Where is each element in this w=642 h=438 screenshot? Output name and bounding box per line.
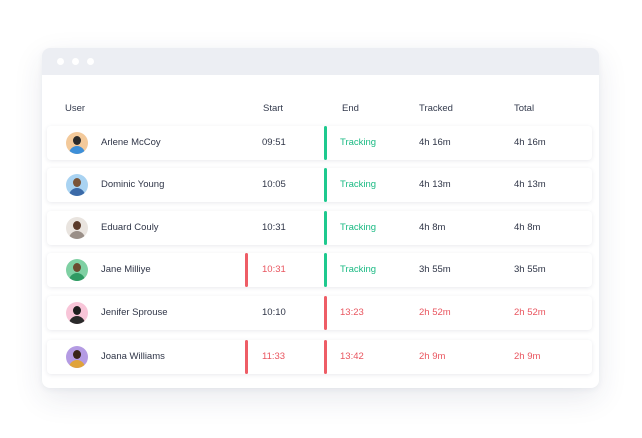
tracked-time: 3h 55m xyxy=(419,264,451,275)
avatar-body xyxy=(69,316,85,324)
tracked-time: 2h 52m xyxy=(419,307,451,318)
total-time: 3h 55m xyxy=(514,264,546,275)
avatar-body xyxy=(69,231,85,239)
user-name: Arlene McCoy xyxy=(101,137,161,148)
user-name: Joana Williams xyxy=(101,351,165,362)
avatar-head xyxy=(73,221,81,230)
avatar-body xyxy=(69,360,85,368)
avatar-body xyxy=(69,146,85,154)
start-time: 09:51 xyxy=(262,137,286,148)
total-time: 2h 52m xyxy=(514,307,546,318)
end-status: 13:23 xyxy=(340,307,364,318)
avatar-head xyxy=(73,178,81,187)
avatar xyxy=(66,259,88,281)
window-titlebar xyxy=(42,48,599,75)
start-time: 10:05 xyxy=(262,179,286,190)
window-dot-icon xyxy=(57,58,64,65)
end-status-indicator xyxy=(324,126,327,160)
avatar xyxy=(66,174,88,196)
avatar xyxy=(66,217,88,239)
table-row[interactable]: Eduard Couly 10:31 Tracking 4h 8m 4h 8m xyxy=(47,211,592,245)
tracked-time: 4h 16m xyxy=(419,137,451,148)
table-row[interactable]: Jane Milliye 10:31 Tracking 3h 55m 3h 55m xyxy=(47,253,592,287)
table-row[interactable]: Dominic Young 10:05 Tracking 4h 13m 4h 13m xyxy=(47,168,592,202)
start-time: 11:33 xyxy=(262,351,286,362)
avatar-head xyxy=(73,306,81,315)
total-time: 4h 13m xyxy=(514,179,546,190)
avatar-body xyxy=(69,273,85,281)
start-time: 10:31 xyxy=(262,264,286,275)
end-status-indicator xyxy=(324,340,327,374)
window-dot-icon xyxy=(72,58,79,65)
tracked-time: 4h 13m xyxy=(419,179,451,190)
column-header-total[interactable]: Total xyxy=(514,103,535,114)
avatar-head xyxy=(73,263,81,272)
user-name: Dominic Young xyxy=(101,179,165,190)
user-name: Eduard Couly xyxy=(101,222,159,233)
end-status: Tracking xyxy=(340,264,377,275)
end-status: 13:42 xyxy=(340,351,364,362)
tracking-window: User Start End Tracked Total Arlene McCo… xyxy=(42,48,599,388)
end-status: Tracking xyxy=(340,137,377,148)
total-time: 4h 8m xyxy=(514,222,541,233)
end-status: Tracking xyxy=(340,179,377,190)
user-name: Jenifer Sprouse xyxy=(101,307,168,318)
end-status-indicator xyxy=(324,168,327,202)
total-time: 2h 9m xyxy=(514,351,541,362)
tracked-time: 2h 9m xyxy=(419,351,446,362)
start-time: 10:10 xyxy=(262,307,286,318)
user-name: Jane Milliye xyxy=(101,264,151,275)
end-status: Tracking xyxy=(340,222,377,233)
end-status-indicator xyxy=(324,253,327,287)
end-status-indicator xyxy=(324,211,327,245)
window-dot-icon xyxy=(87,58,94,65)
column-header-end[interactable]: End xyxy=(342,103,359,114)
table-row[interactable]: Joana Williams 11:33 13:42 2h 9m 2h 9m xyxy=(47,340,592,374)
start-time: 10:31 xyxy=(262,222,286,233)
avatar-head xyxy=(73,350,81,359)
avatar xyxy=(66,132,88,154)
column-header-start[interactable]: Start xyxy=(263,103,284,114)
total-time: 4h 16m xyxy=(514,137,546,148)
table-row[interactable]: Arlene McCoy 09:51 Tracking 4h 16m 4h 16m xyxy=(47,126,592,160)
column-header-tracked[interactable]: Tracked xyxy=(419,103,453,114)
table-header: User Start End Tracked Total xyxy=(42,75,599,123)
table-row[interactable]: Jenifer Sprouse 10:10 13:23 2h 52m 2h 52m xyxy=(47,296,592,330)
column-header-user[interactable]: User xyxy=(65,103,86,114)
avatar-body xyxy=(69,188,85,196)
end-status-indicator xyxy=(324,296,327,330)
start-late-indicator xyxy=(245,340,248,374)
avatar xyxy=(66,302,88,324)
avatar xyxy=(66,346,88,368)
start-late-indicator xyxy=(245,253,248,287)
avatar-head xyxy=(73,136,81,145)
tracked-time: 4h 8m xyxy=(419,222,446,233)
